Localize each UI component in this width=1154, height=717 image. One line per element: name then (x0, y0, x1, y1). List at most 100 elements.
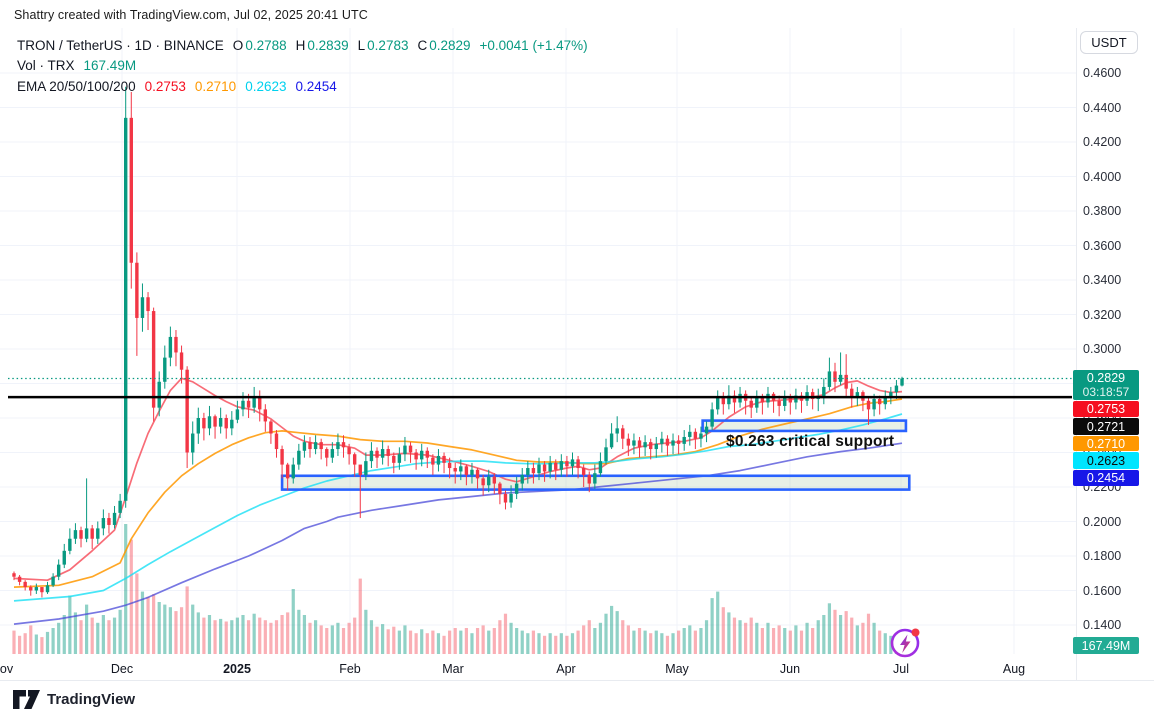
volume-bar (140, 591, 145, 654)
candle-body (682, 436, 686, 444)
price-tick-label: 0.4000 (1083, 169, 1122, 184)
volume-bar (23, 633, 27, 654)
candle-body (520, 474, 524, 484)
ema-row[interactable]: EMA 20/50/100/200 0.2753 0.2710 0.2623 0… (17, 76, 588, 97)
volume-bar (179, 607, 184, 654)
volume-bar (872, 622, 876, 654)
volume-bar (392, 626, 396, 654)
volume-bar (649, 633, 653, 654)
volume-bar (325, 628, 329, 654)
volume-bar (453, 628, 457, 654)
volume-bar (866, 613, 871, 654)
volume-bar (364, 609, 368, 654)
candle-body (565, 461, 569, 467)
chart-legend: TRON / TetherUS · 1D · BINANCE O 0.2788 H… (17, 35, 588, 97)
volume-bar (587, 620, 591, 654)
candle-body (760, 397, 765, 403)
candle-body (341, 442, 346, 448)
time-tick-label-Apr: Apr (556, 662, 576, 676)
volume-bar (258, 617, 262, 654)
volume-bar (375, 626, 379, 654)
candle-body (17, 576, 22, 582)
tradingview-logo[interactable]: TradingView (13, 690, 135, 709)
volume-bar (291, 589, 295, 654)
price-tag-0.2829: 0.2829 03:18:57 (1073, 370, 1139, 400)
candle-body (392, 455, 396, 463)
boost-button[interactable] (888, 624, 924, 660)
candle-body (336, 442, 340, 450)
candle-body (319, 442, 323, 450)
volume-bar (191, 604, 195, 654)
candle-body (883, 397, 887, 405)
candle-body (224, 418, 228, 429)
volume-bar (654, 630, 658, 654)
candle-body (79, 530, 83, 539)
volume-row[interactable]: Vol · TRX 167.49M (17, 56, 588, 77)
volume-bar (135, 573, 139, 654)
volume-bar (805, 622, 809, 654)
volume-bar (263, 620, 267, 654)
volume-bar (531, 630, 536, 654)
volume-bar (90, 617, 94, 654)
candle-body (230, 419, 234, 429)
volume-bar (297, 609, 301, 654)
candle-body (827, 371, 832, 387)
time-tick-label-2025: 2025 (223, 662, 251, 676)
candle-body (514, 483, 519, 494)
volume-bar (548, 633, 552, 654)
volume-bar (783, 628, 787, 654)
volume-bar (738, 620, 742, 654)
volume-bar (699, 628, 703, 654)
volume-bar (777, 625, 781, 654)
time-tick-label-Aug: Aug (1002, 662, 1026, 676)
support-annotation-text[interactable]: $0.263 critical support (726, 433, 895, 450)
currency-toggle-button[interactable]: USDT (1080, 31, 1138, 54)
candle-body (554, 462, 558, 470)
volume-bar (498, 620, 502, 654)
volume-bar (124, 524, 128, 654)
countdown-timer: 03:18:57 (1082, 385, 1130, 399)
volume-bar (62, 615, 66, 654)
candle-body (23, 581, 27, 588)
volume-bar (40, 637, 44, 654)
volume-bar (677, 630, 681, 654)
change-value: +0.0041 (+1.47%) (479, 37, 588, 53)
volume-bar (448, 630, 452, 654)
support-zone-fill (702, 420, 906, 431)
volume-bar (353, 617, 357, 654)
candle-body (459, 466, 463, 472)
time-tick-label-Jun: Jun (779, 662, 801, 676)
volume-bar (688, 625, 692, 654)
tradingview-glyph-icon (13, 690, 40, 709)
time-axis[interactable]: Nov Dec 2025 Feb Mar Apr May Jun Jul Aug (0, 658, 1154, 681)
volume-bar (526, 633, 530, 654)
price-tag-0.2710: 0.2710 (1073, 436, 1139, 451)
candle-body (163, 357, 167, 382)
candle-body (235, 409, 240, 420)
volume-bar (520, 630, 524, 654)
volume-bar (492, 628, 496, 654)
price-axis[interactable]: USDT 0.4600 0.4400 0.4200 0.4000 0.3800 0.360… (1073, 28, 1154, 680)
volume-bar (844, 611, 848, 654)
candle-body (632, 440, 636, 446)
candle-body (297, 450, 301, 465)
price-tick-label: 0.1800 (1083, 549, 1122, 563)
candle-body (559, 461, 564, 470)
candle-body (475, 469, 480, 479)
candle-body (788, 397, 793, 403)
volume-bar (174, 611, 178, 654)
volume-bar (57, 622, 61, 654)
candle-body (73, 530, 78, 539)
candle-body (191, 433, 195, 453)
volume-bar (85, 604, 89, 654)
volume-bar (414, 633, 418, 654)
symbol-title[interactable]: TRON / TetherUS · 1D · BINANCE (17, 37, 224, 53)
volume-bar (470, 633, 474, 654)
time-tick-label-Nov: Nov (0, 662, 14, 676)
ema200-value: 0.2454 (295, 78, 337, 94)
symbol-row[interactable]: TRON / TetherUS · 1D · BINANCE O 0.2788 H… (17, 35, 588, 56)
ema50-value: 0.2710 (194, 78, 237, 94)
candle-body (671, 440, 675, 446)
volume-bar (883, 633, 887, 654)
